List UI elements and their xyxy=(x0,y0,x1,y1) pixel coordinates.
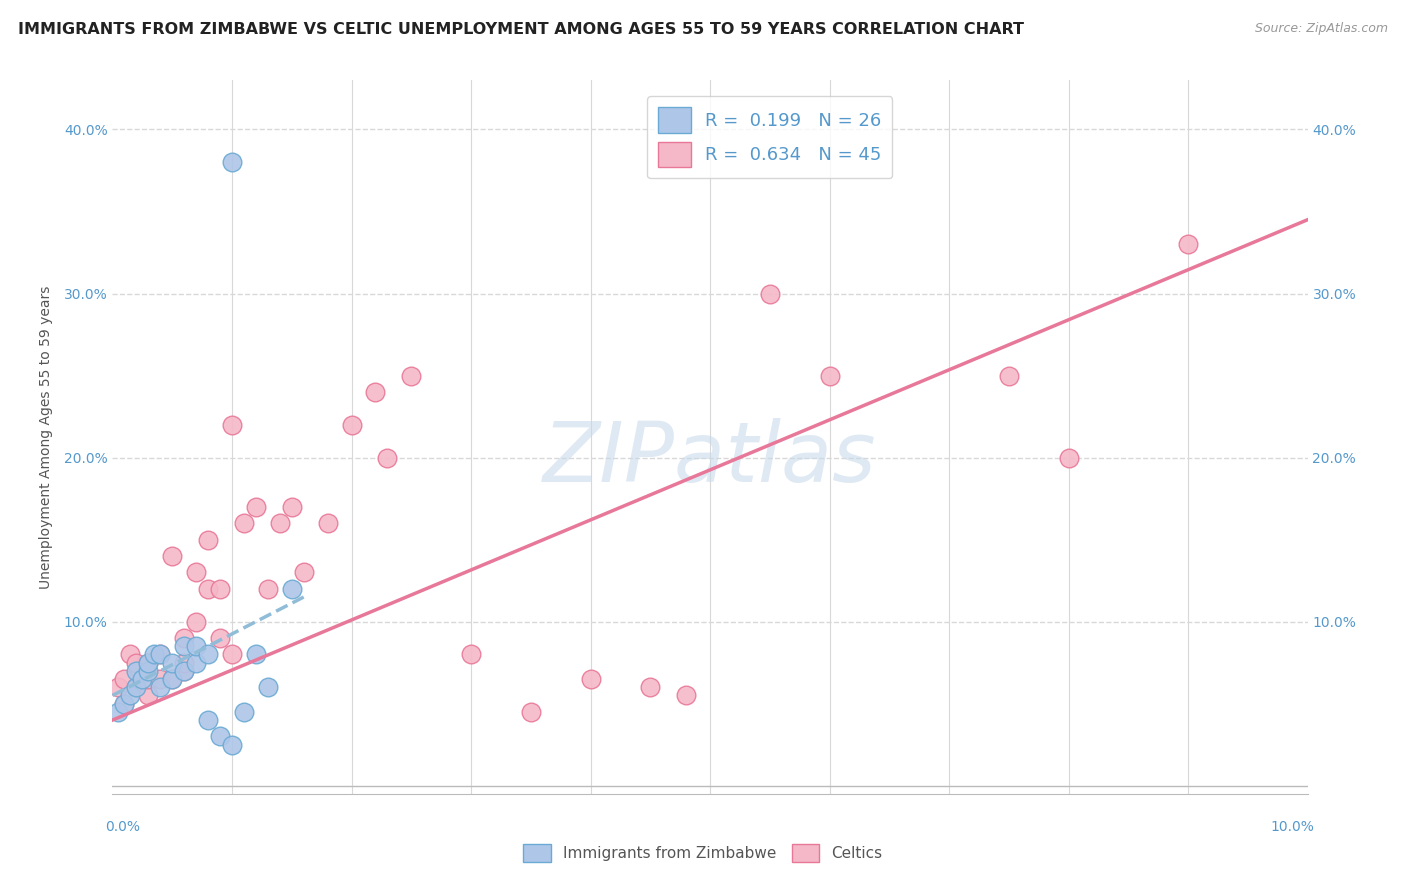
Point xyxy=(364,384,387,399)
Point xyxy=(125,656,148,670)
Point xyxy=(209,631,232,645)
Point xyxy=(197,648,219,662)
Point xyxy=(209,582,232,596)
Point xyxy=(125,680,148,694)
Point xyxy=(120,648,142,662)
Point xyxy=(640,680,662,694)
Point xyxy=(245,500,267,514)
Point xyxy=(675,689,697,703)
Point xyxy=(138,672,160,686)
Point xyxy=(998,368,1021,383)
Text: ZIPatlas: ZIPatlas xyxy=(543,418,877,499)
Point xyxy=(316,516,339,531)
Point xyxy=(1177,237,1199,252)
Point xyxy=(107,680,129,694)
Legend: R =  0.199   N = 26, R =  0.634   N = 45: R = 0.199 N = 26, R = 0.634 N = 45 xyxy=(647,96,893,178)
Point xyxy=(186,615,208,629)
Legend: Immigrants from Zimbabwe, Celtics: Immigrants from Zimbabwe, Celtics xyxy=(517,838,889,868)
Point xyxy=(173,664,195,678)
Point xyxy=(281,500,304,514)
Point xyxy=(460,648,482,662)
Point xyxy=(138,689,160,703)
Point xyxy=(107,705,129,719)
Point xyxy=(233,705,256,719)
Point xyxy=(186,566,208,580)
Point xyxy=(162,656,183,670)
Point xyxy=(149,680,172,694)
Point xyxy=(257,680,280,694)
Point xyxy=(292,566,315,580)
Point xyxy=(114,697,135,711)
Point xyxy=(186,639,208,653)
Point xyxy=(221,738,243,752)
Text: 10.0%: 10.0% xyxy=(1271,821,1315,834)
Point xyxy=(197,533,219,547)
Point xyxy=(221,417,243,432)
Text: 0.0%: 0.0% xyxy=(105,821,141,834)
Y-axis label: Unemployment Among Ages 55 to 59 years: Unemployment Among Ages 55 to 59 years xyxy=(38,285,52,589)
Point xyxy=(579,672,602,686)
Point xyxy=(186,656,208,670)
Point xyxy=(377,450,399,465)
Point xyxy=(114,672,135,686)
Point xyxy=(149,672,172,686)
Point xyxy=(162,549,183,563)
Point xyxy=(149,648,172,662)
Point xyxy=(131,672,153,686)
Point xyxy=(173,656,195,670)
Point xyxy=(340,417,363,432)
Point xyxy=(209,730,232,744)
Point xyxy=(114,697,135,711)
Point xyxy=(173,631,195,645)
Point xyxy=(162,672,183,686)
Point xyxy=(125,664,148,678)
Point xyxy=(143,648,166,662)
Point xyxy=(759,286,782,301)
Point xyxy=(173,639,195,653)
Point xyxy=(281,582,304,596)
Point xyxy=(257,582,280,596)
Point xyxy=(125,680,148,694)
Point xyxy=(401,368,423,383)
Point xyxy=(233,516,256,531)
Text: Source: ZipAtlas.com: Source: ZipAtlas.com xyxy=(1254,22,1388,36)
Point xyxy=(138,664,160,678)
Point xyxy=(221,155,243,169)
Point xyxy=(1057,450,1080,465)
Point xyxy=(120,689,142,703)
Text: IMMIGRANTS FROM ZIMBABWE VS CELTIC UNEMPLOYMENT AMONG AGES 55 TO 59 YEARS CORREL: IMMIGRANTS FROM ZIMBABWE VS CELTIC UNEMP… xyxy=(18,22,1025,37)
Point xyxy=(162,672,183,686)
Point xyxy=(149,648,172,662)
Point xyxy=(818,368,841,383)
Point xyxy=(197,713,219,727)
Point xyxy=(197,582,219,596)
Point xyxy=(138,656,160,670)
Point xyxy=(269,516,291,531)
Point xyxy=(221,648,243,662)
Point xyxy=(520,705,543,719)
Point xyxy=(173,664,195,678)
Point xyxy=(245,648,267,662)
Point xyxy=(138,656,160,670)
